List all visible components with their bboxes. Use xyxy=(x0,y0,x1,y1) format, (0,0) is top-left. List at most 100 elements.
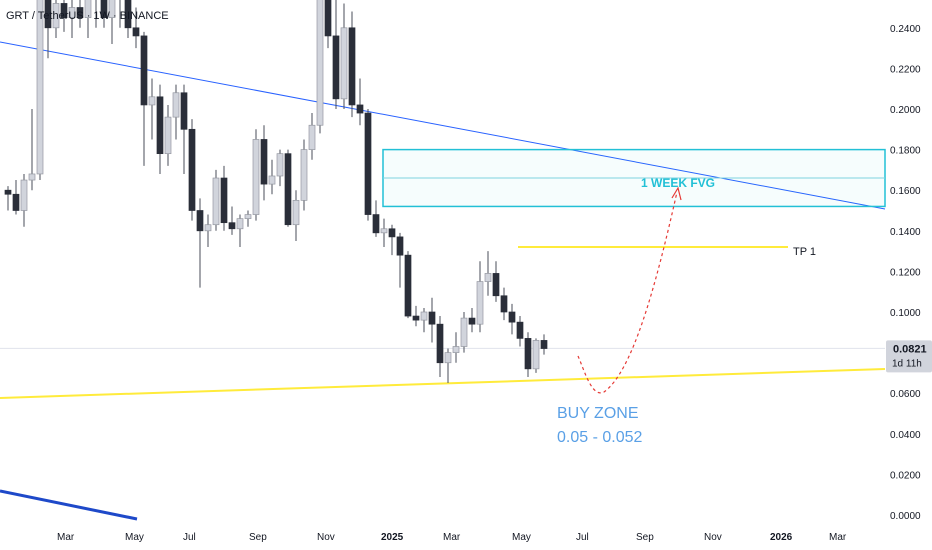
x-axis-tick-label: Jul xyxy=(183,532,196,543)
candle-body xyxy=(340,27,348,100)
x-axis-tick-label: Mar xyxy=(829,532,847,543)
candle-body xyxy=(36,0,44,175)
forecast-path[interactable] xyxy=(577,191,678,394)
candle-body xyxy=(244,214,252,219)
y-axis-tick-label: 0.0600 xyxy=(890,389,921,400)
x-axis-tick-label: May xyxy=(512,532,531,543)
candle-body xyxy=(404,254,412,317)
y-axis-tick-label: 0.2200 xyxy=(890,64,921,75)
candle-body xyxy=(44,0,52,29)
candle-body xyxy=(484,273,492,282)
candle-body xyxy=(508,311,516,323)
candle-body xyxy=(124,0,132,29)
candle-body xyxy=(420,311,428,321)
candle-body xyxy=(76,7,84,18)
candle-body xyxy=(148,96,156,106)
candle-body xyxy=(524,338,532,370)
candle-body xyxy=(252,139,260,215)
candle-body xyxy=(476,281,484,325)
candle-body xyxy=(276,153,284,177)
fvg-label[interactable]: 1 WEEK FVG xyxy=(641,176,715,190)
candle-body xyxy=(260,139,268,185)
candle-body xyxy=(132,27,140,37)
candle-body xyxy=(292,200,300,226)
y-axis-tick-label: 0.0000 xyxy=(890,511,921,522)
candle-body xyxy=(180,92,188,130)
symbol-title[interactable]: GRT / TetherUS · 1W · BINANCE xyxy=(6,10,169,22)
candle-body xyxy=(388,228,396,238)
x-axis-tick-label: Sep xyxy=(636,532,654,543)
x-axis-tick-label: Mar xyxy=(443,532,461,543)
candle-body xyxy=(372,214,380,234)
y-axis-tick-label: 0.2000 xyxy=(890,105,921,116)
candle-body xyxy=(140,35,148,106)
candle-body xyxy=(540,340,548,349)
buy-zone-label[interactable]: BUY ZONE xyxy=(557,405,639,422)
candle-body xyxy=(212,177,220,226)
y-axis-tick-label: 0.1800 xyxy=(890,146,921,157)
candle-body xyxy=(4,189,12,195)
x-axis-tick-label: Sep xyxy=(249,532,267,543)
x-axis-tick-label: 2025 xyxy=(381,532,404,543)
candle-body xyxy=(220,177,228,224)
x-axis-tick-label: Jul xyxy=(576,532,589,543)
candle-body xyxy=(452,346,460,353)
candle-body xyxy=(380,228,388,234)
price-badge[interactable]: 0.0821 1d 11h xyxy=(886,340,932,373)
axes-layer[interactable]: 0.2400 0.2200 0.2000 0.1800 0.1600 0.1400 0.12… xyxy=(57,24,932,543)
candle-body xyxy=(164,116,172,155)
candle-body xyxy=(300,149,308,201)
candle-body xyxy=(316,0,324,126)
candle-body xyxy=(308,124,316,150)
candle-body xyxy=(268,175,276,185)
x-axis-tick-label: 2026 xyxy=(770,532,793,543)
candle-body xyxy=(156,96,164,155)
lower-trendline[interactable] xyxy=(0,489,138,521)
candle-body xyxy=(28,173,36,181)
candle-body xyxy=(516,321,524,339)
drawings-layer[interactable] xyxy=(0,41,886,521)
x-axis-tick-label: Mar xyxy=(57,532,75,543)
descending-trendline[interactable] xyxy=(0,41,886,210)
candle-body xyxy=(284,153,292,226)
candle-body xyxy=(60,3,68,18)
candle-body xyxy=(356,104,364,114)
candle-body xyxy=(52,3,60,29)
buy-zone-range[interactable]: 0.05 - 0.052 xyxy=(557,429,643,446)
x-axis-tick-label: Nov xyxy=(704,532,722,543)
candle-body xyxy=(204,224,212,232)
x-axis-tick-label: Nov xyxy=(317,532,335,543)
y-axis-tick-label: 0.1000 xyxy=(890,308,921,319)
candle-body xyxy=(324,0,332,37)
candle-body xyxy=(188,128,196,211)
candle-body xyxy=(12,193,20,211)
candle-body xyxy=(20,179,28,211)
y-axis-tick-label: 0.1400 xyxy=(890,227,921,238)
candle-body xyxy=(500,295,508,313)
candle-body xyxy=(444,352,452,364)
support-line[interactable] xyxy=(0,368,886,399)
candle-body xyxy=(412,315,420,321)
y-axis-tick-label: 0.1600 xyxy=(890,186,921,197)
candle-body xyxy=(236,218,244,230)
candle-body xyxy=(108,0,116,18)
current-price-value: 0.0821 xyxy=(893,343,927,355)
y-axis-tick-label: 0.0200 xyxy=(890,470,921,481)
forecast-arrow-icon xyxy=(671,186,682,201)
candle-body xyxy=(68,7,76,18)
tp1-label[interactable]: TP 1 xyxy=(793,246,816,258)
candle-body xyxy=(100,0,108,18)
candle-body xyxy=(468,317,476,325)
y-axis-tick-label: 0.2400 xyxy=(890,24,921,35)
x-axis-tick-label: May xyxy=(125,532,144,543)
candle-body xyxy=(532,340,540,370)
candle-body xyxy=(428,311,436,325)
candles-layer xyxy=(4,0,548,384)
candle-body xyxy=(348,27,356,106)
candle-body xyxy=(492,273,500,297)
annotations-layer[interactable]: 1 WEEK FVG TP 1 BUY ZONE 0.05 - 0.052 xyxy=(557,176,816,446)
candle-body xyxy=(396,236,404,256)
y-axis-tick-label: 0.1200 xyxy=(890,267,921,278)
